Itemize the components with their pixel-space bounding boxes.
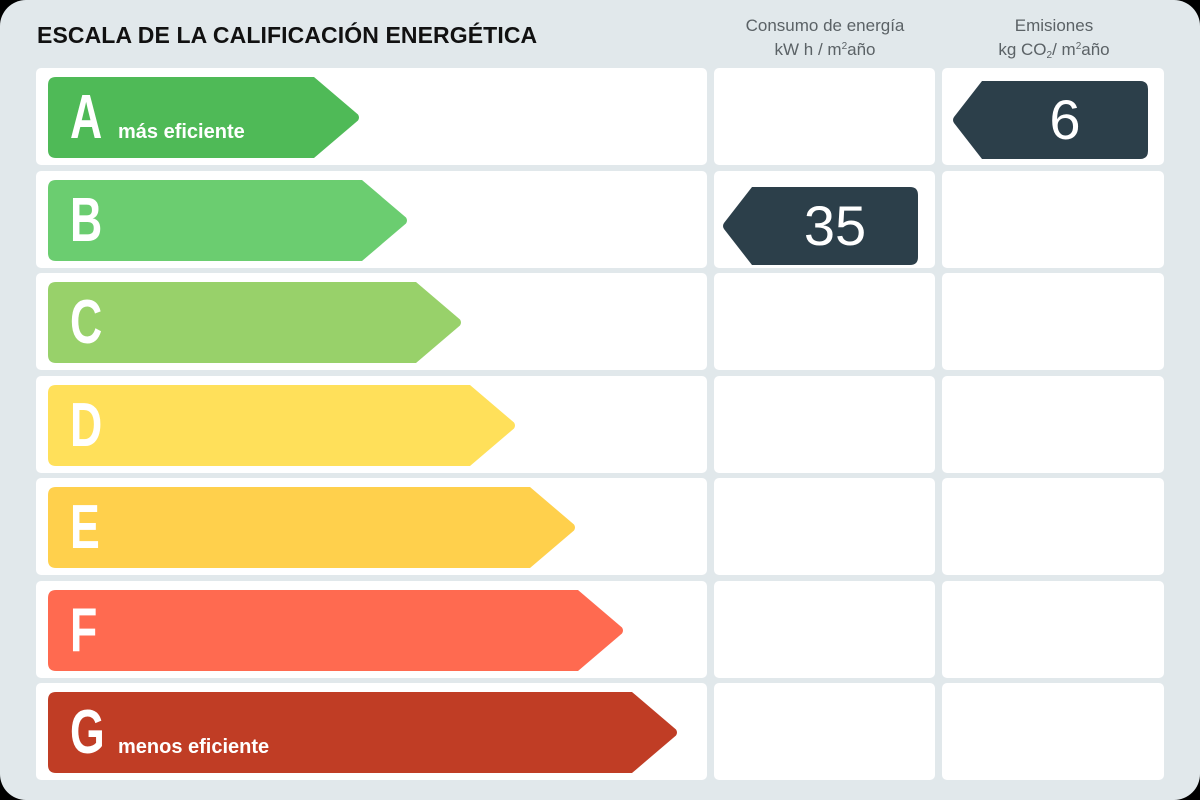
emissions-rating-badge: 6 xyxy=(952,81,1148,159)
page-title: ESCALA DE LA CALIFICACIÓN ENERGÉTICA xyxy=(37,22,538,48)
consumption-cell-a xyxy=(714,68,935,165)
class-bar-d: D xyxy=(48,385,516,466)
class-letter: D xyxy=(70,391,103,460)
class-bar-b: B xyxy=(48,180,408,261)
class-letter: G xyxy=(70,698,105,767)
class-letter: F xyxy=(70,596,98,665)
emissions-rating-value: 6 xyxy=(1049,88,1081,151)
class-letter: C xyxy=(70,288,103,357)
emissions-cell-g xyxy=(942,683,1164,780)
consumption-cell-c xyxy=(714,273,935,370)
arrow-shape-icon xyxy=(48,77,359,158)
arrow-shape-icon xyxy=(48,692,677,773)
emissions-header-line1: Emisiones xyxy=(1014,16,1094,35)
arrow-shape-icon xyxy=(48,282,461,363)
consumption-rating-value: 35 xyxy=(803,194,867,257)
consumption-rating-badge: 35 xyxy=(722,187,918,265)
class-letter: A xyxy=(70,83,103,152)
consumption-unit: kW h / m2año xyxy=(774,40,876,59)
consumption-cell-e xyxy=(714,478,935,575)
emissions-cell-c xyxy=(942,273,1164,370)
emissions-unit: kg CO2/ m2año xyxy=(998,40,1110,61)
emissions-column-header: Emisiones kg CO2/ m2año xyxy=(941,15,1167,66)
consumption-cell-d xyxy=(714,376,935,473)
class-bar-a: A más eficiente xyxy=(48,77,360,158)
consumption-cell-f xyxy=(714,581,935,678)
emissions-cell-d xyxy=(942,376,1164,473)
emissions-cell-f xyxy=(942,581,1164,678)
class-letter: E xyxy=(70,493,100,562)
emissions-cell-e xyxy=(942,478,1164,575)
class-label: más eficiente xyxy=(118,121,245,143)
arrow-shape-icon xyxy=(48,180,407,261)
pointer-tag-icon xyxy=(723,187,918,265)
arrow-shape-icon xyxy=(48,385,515,466)
class-bar-f: F xyxy=(48,590,624,671)
class-bar-c: C xyxy=(48,282,462,363)
consumption-column-header: Consumo de energía kW h / m2año xyxy=(712,15,938,60)
consumption-header-line1: Consumo de energía xyxy=(745,16,905,35)
pointer-tag-icon xyxy=(953,81,1148,159)
emissions-cell-b xyxy=(942,171,1164,268)
arrow-shape-icon xyxy=(48,590,623,671)
class-letter: B xyxy=(70,186,103,255)
consumption-cell-g xyxy=(714,683,935,780)
class-bar-e: E xyxy=(48,487,576,568)
class-label: menos eficiente xyxy=(118,736,270,758)
class-bar-g: G menos eficiente xyxy=(48,692,678,773)
arrow-shape-icon xyxy=(48,487,575,568)
